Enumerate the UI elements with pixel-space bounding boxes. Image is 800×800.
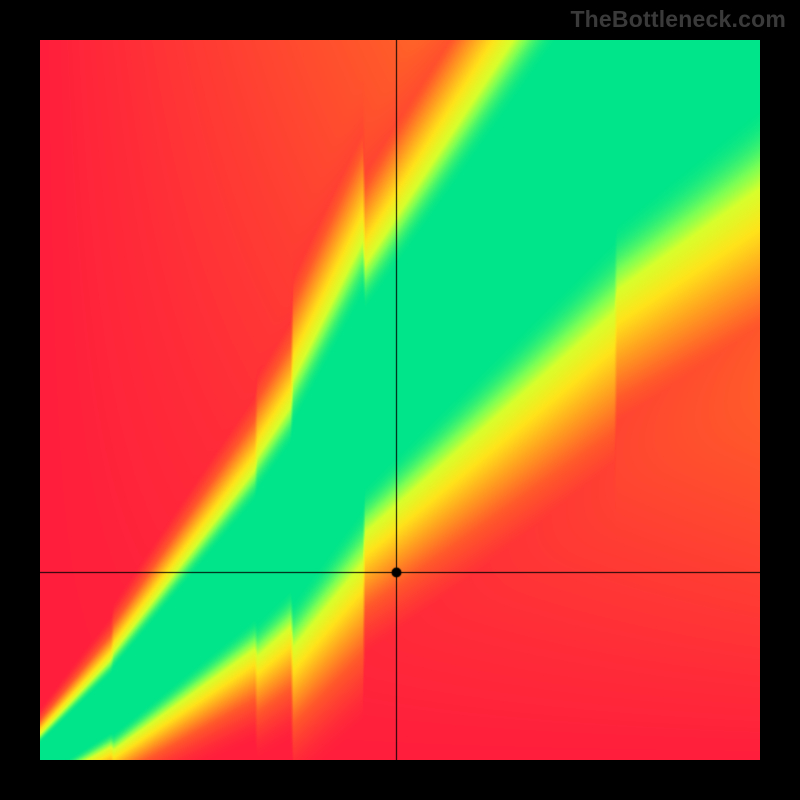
- heatmap-canvas: [40, 40, 760, 760]
- chart-root: TheBottleneck.com: [0, 0, 800, 800]
- heatmap-plot: [40, 40, 760, 760]
- watermark-text: TheBottleneck.com: [570, 6, 786, 33]
